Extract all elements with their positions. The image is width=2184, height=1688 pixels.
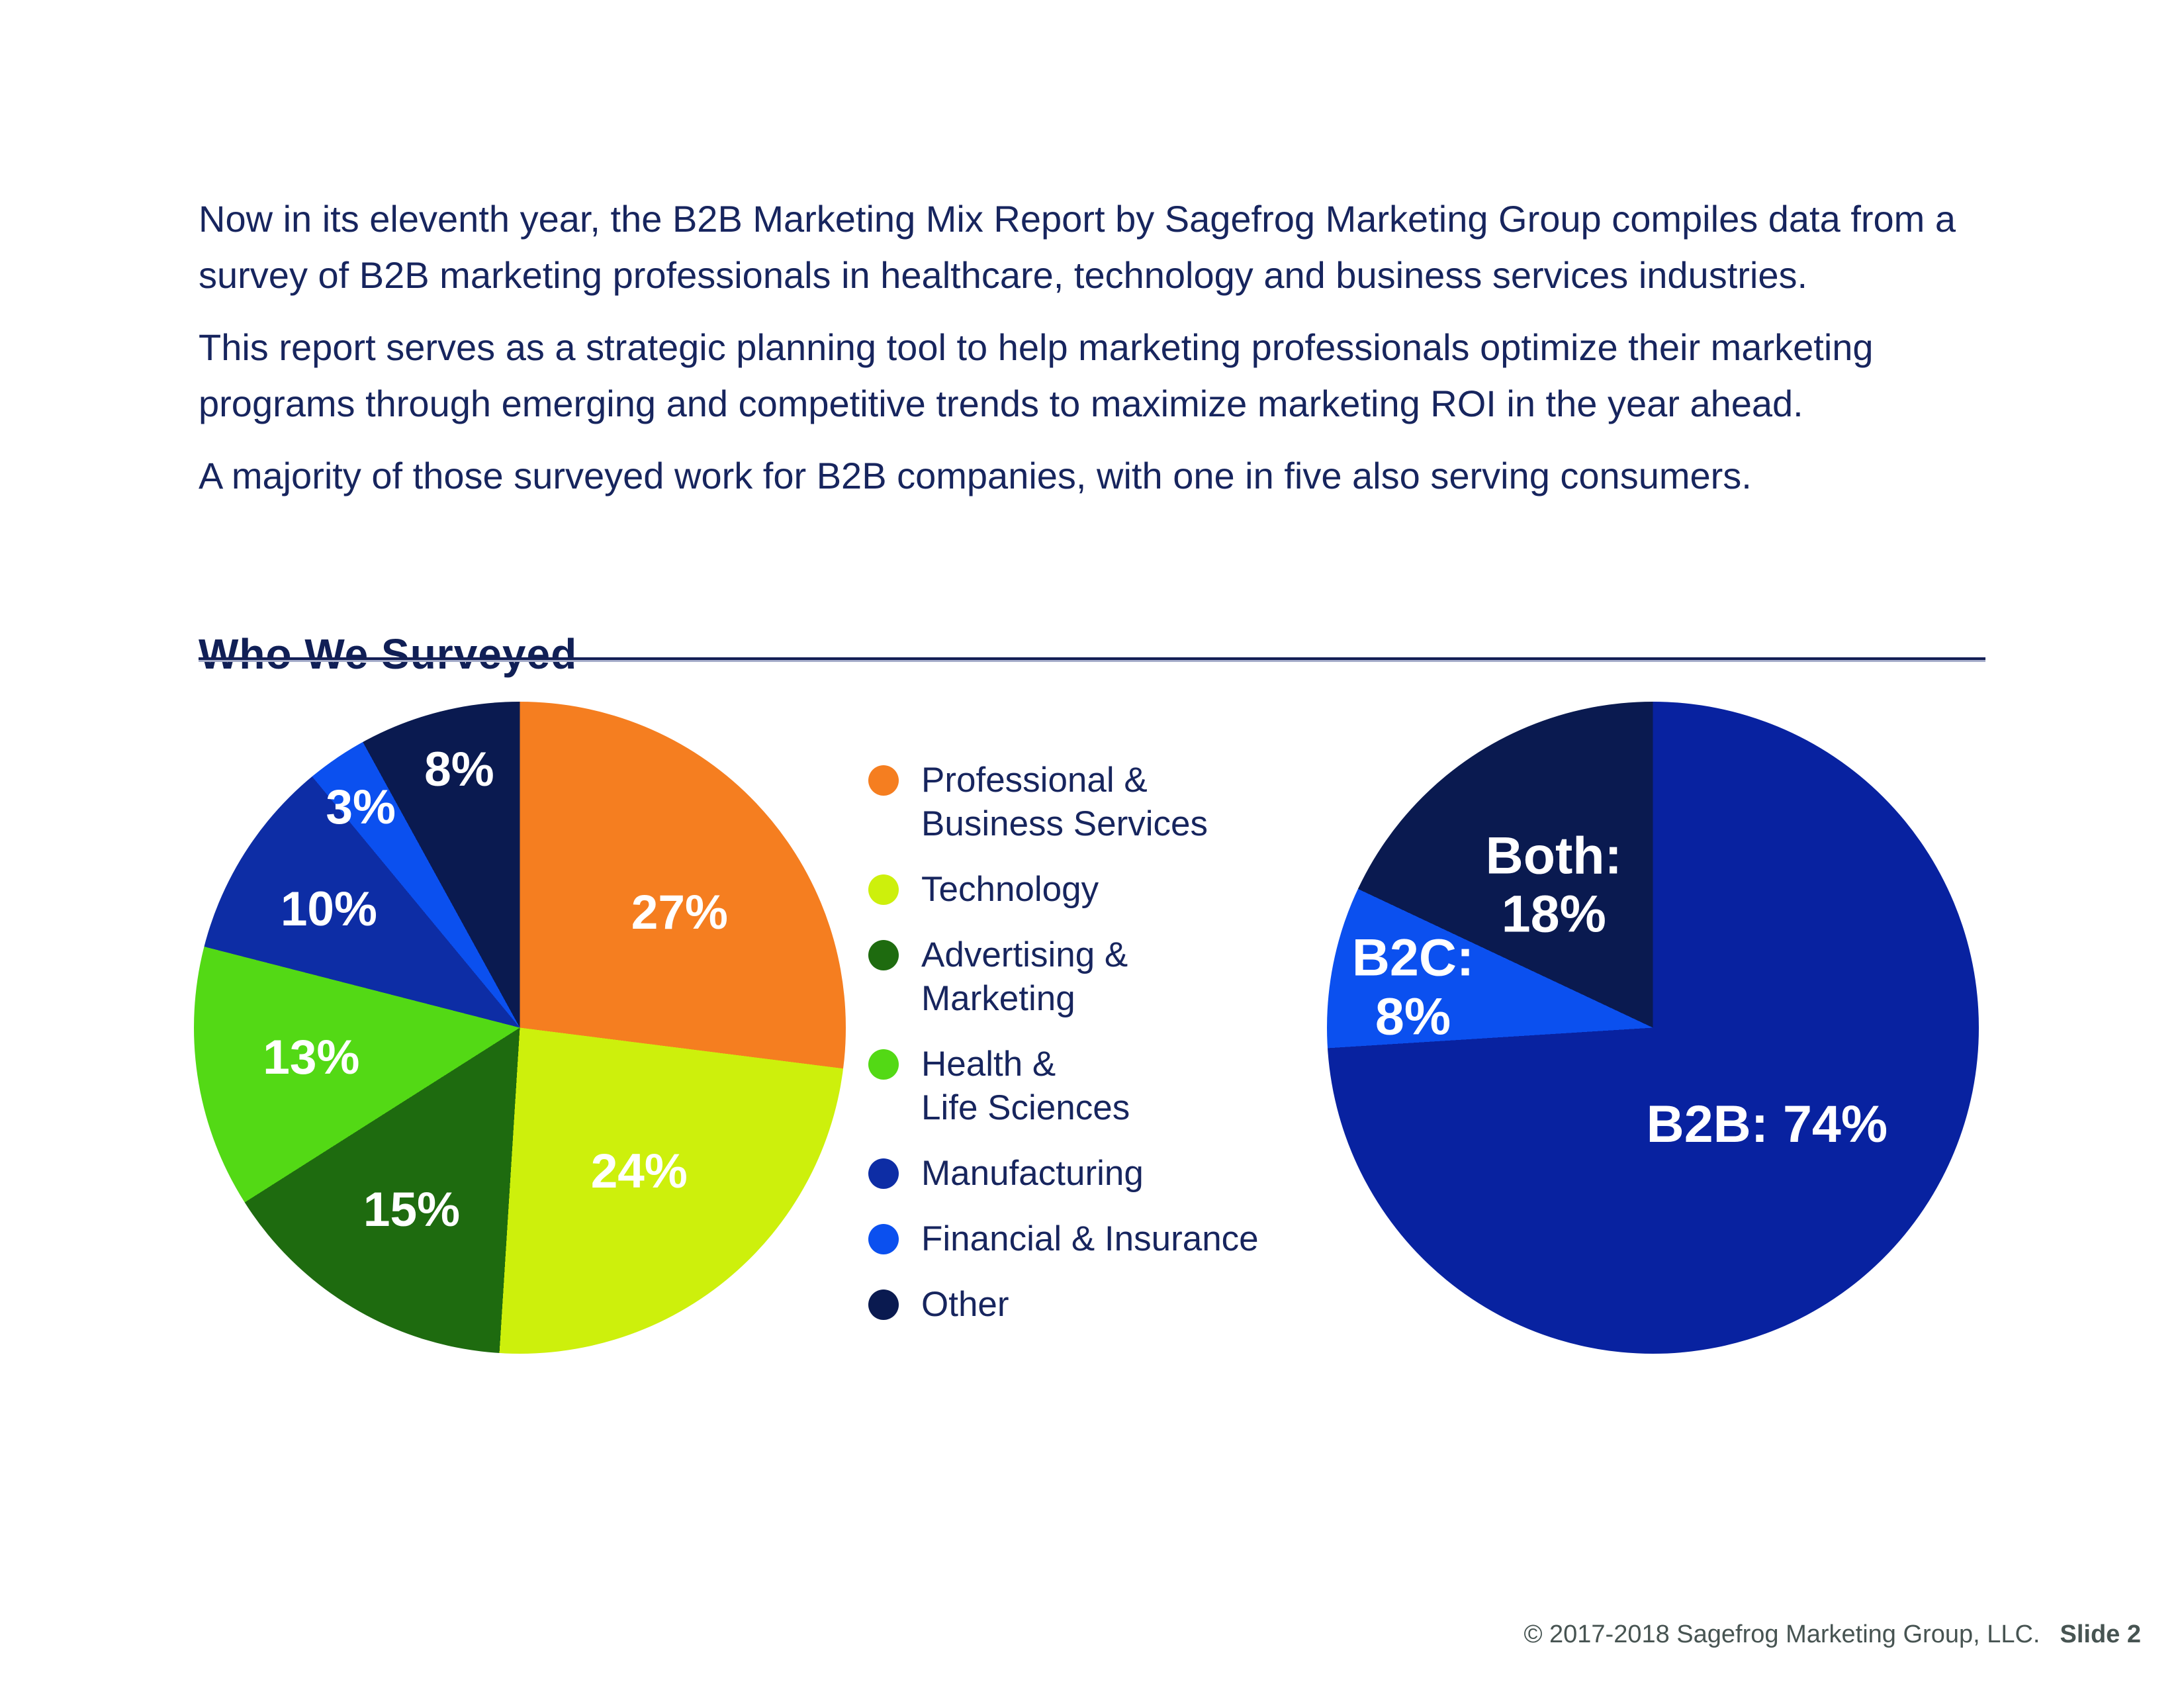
legend-swatch-professional-business-services-icon <box>868 765 899 796</box>
industries-pie: 27% 24% 15% 13% 10% 3% 8% <box>194 702 846 1354</box>
legend-swatch-technology-icon <box>868 874 899 905</box>
pie-label-advertising: 15% <box>363 1183 461 1237</box>
legend-swatch-health-life-sciences-icon <box>868 1049 899 1080</box>
legend-item-health-life-sciences: Health & Life Sciences <box>868 1043 1259 1130</box>
pie-label-other: 8% <box>424 743 494 797</box>
legend-item-professional-business-services: Professional & Business Services <box>868 759 1259 846</box>
industries-legend: Professional & Business Services Technol… <box>868 759 1259 1327</box>
legend-label-line: Technology <box>921 870 1099 909</box>
intro-paragraph-3: A majority of those surveyed work for B2… <box>199 455 1752 496</box>
legend-label-line: Manufacturing <box>921 1154 1144 1193</box>
slide-number: Slide 2 <box>2060 1620 2142 1648</box>
legend-item-financial-insurance: Financial & Insurance <box>868 1217 1259 1261</box>
intro-text: Now in its eleventh year, the B2B Market… <box>199 191 1972 520</box>
legend-label-line: Advertising & <box>921 935 1128 974</box>
footer: © 2017-2018 Sagefrog Marketing Group, LL… <box>1524 1620 2141 1649</box>
legend-label-line: Life Sciences <box>921 1088 1130 1127</box>
legend-label-line: Marketing <box>921 979 1075 1018</box>
section-title: Who We Surveyed <box>199 630 578 679</box>
audience-pie: Both: 18% B2C: 8% B2B: 74% <box>1327 702 1979 1354</box>
pie-label-b2c: B2C: 8% <box>1351 927 1475 1046</box>
legend-item-advertising-marketing: Advertising & Marketing <box>868 933 1259 1021</box>
copyright-text: © 2017-2018 Sagefrog Marketing Group, LL… <box>1524 1620 2040 1648</box>
legend-label-line: Health & <box>921 1045 1056 1084</box>
intro-paragraph-1: Now in its eleventh year, the B2B Market… <box>199 198 1956 296</box>
pie-label-technology: 24% <box>590 1145 688 1199</box>
section-divider <box>199 657 1985 662</box>
legend-label-line: Other <box>921 1285 1009 1324</box>
legend-item-other: Other <box>868 1283 1259 1327</box>
legend-item-technology: Technology <box>868 868 1259 912</box>
pie-label-both: Both: 18% <box>1485 825 1622 943</box>
pie-label-b2b: B2B: 74% <box>1646 1094 1888 1154</box>
pie-label-health: 13% <box>263 1030 360 1084</box>
pie-label-professional: 27% <box>631 886 728 940</box>
pie-label-manufacturing: 10% <box>280 882 377 937</box>
pie-label-financial: 3% <box>326 780 396 834</box>
legend-swatch-financial-insurance-icon <box>868 1224 899 1254</box>
legend-item-manufacturing: Manufacturing <box>868 1152 1259 1196</box>
legend-label-line: Professional & <box>921 761 1148 800</box>
legend-swatch-advertising-marketing-icon <box>868 940 899 970</box>
legend-swatch-other-icon <box>868 1289 899 1320</box>
legend-label-line: Business Services <box>921 804 1208 843</box>
legend-label-line: Financial & Insurance <box>921 1219 1259 1258</box>
legend-swatch-manufacturing-icon <box>868 1158 899 1189</box>
intro-paragraph-2: This report serves as a strategic planni… <box>199 326 1874 424</box>
